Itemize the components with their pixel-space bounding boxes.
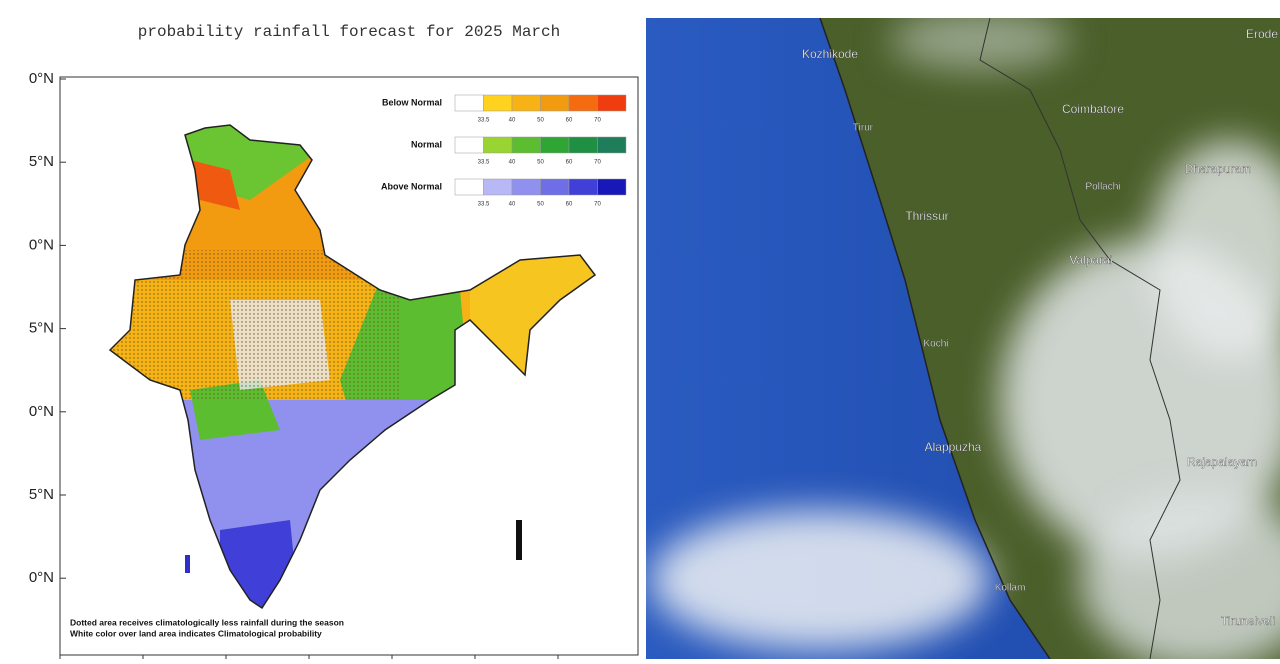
legend-tick: 60 (566, 202, 573, 208)
clouds (650, 18, 1280, 659)
legend-swatch (483, 136, 513, 154)
place-label: Kozhikode (802, 47, 858, 61)
lat-label: 0°N (29, 403, 54, 420)
legend-swatch (540, 178, 570, 196)
place-label: Dharapuram (1185, 162, 1252, 176)
legend-swatch (483, 178, 513, 196)
islands (516, 520, 522, 560)
legend-swatch (540, 94, 570, 112)
legend-tick: 70 (594, 160, 601, 166)
legend-tick: 33.5 (478, 202, 490, 208)
place-label: Pollachi (1085, 182, 1120, 193)
place-label: Erode (1246, 27, 1278, 41)
map-note: White color over land area indicates Cli… (70, 628, 322, 638)
legend-swatch (568, 178, 598, 196)
legend-tick: 70 (594, 202, 601, 208)
lat-label: 0°N (29, 236, 54, 253)
place-label: Alappuzha (925, 440, 982, 454)
legend-swatch (597, 136, 627, 154)
legend-swatch (483, 94, 513, 112)
legend-tick: 60 (566, 160, 573, 166)
india-outline (108, 124, 597, 610)
lat-label: 0°N (29, 569, 54, 586)
legend-swatch (454, 136, 484, 154)
lat-label: 5°N (29, 320, 54, 337)
legend-tick: 50 (537, 202, 544, 208)
coastline (819, 18, 1051, 659)
legend-swatch (597, 178, 627, 196)
legend-label: Above Normal (381, 181, 442, 191)
legend-tick: 50 (537, 118, 544, 124)
place-label: Rajapalayam (1187, 455, 1257, 469)
legend-swatch (568, 136, 598, 154)
legend-tick: 70 (594, 118, 601, 124)
legend-swatch (540, 136, 570, 154)
legend-tick: 40 (509, 160, 516, 166)
legend-label: Below Normal (382, 97, 442, 107)
legend-swatch (454, 178, 484, 196)
map-title: probability rainfall forecast for 2025 M… (138, 23, 560, 41)
legend-tick: 60 (566, 118, 573, 124)
place-label: Tirunelveli (1221, 614, 1275, 628)
legend-swatch (454, 94, 484, 112)
islands (185, 555, 190, 573)
legend-tick: 33.5 (478, 160, 490, 166)
place-label: Tirur (853, 123, 874, 134)
lat-label: 5°N (29, 153, 54, 170)
legend-tick: 50 (537, 160, 544, 166)
map-note: Dotted area receives climatologically le… (70, 617, 344, 627)
legend-label: Normal (411, 139, 442, 149)
forecast-panel (59, 76, 639, 656)
legend-swatch (597, 94, 627, 112)
place-label: Valparai (1069, 253, 1112, 267)
satellite-panel (646, 18, 1280, 659)
legend-tick: 40 (509, 118, 516, 124)
place-label: Kochi (923, 339, 948, 350)
legend-swatch (511, 94, 541, 112)
legend-swatch (568, 94, 598, 112)
state-border (979, 18, 1181, 659)
place-label: Kollam (995, 583, 1026, 594)
legend-swatch (511, 178, 541, 196)
lat-label: 5°N (29, 486, 54, 503)
legend-swatch (511, 136, 541, 154)
place-label: Coimbatore (1062, 102, 1124, 116)
legend-tick: 33.5 (478, 118, 490, 124)
legend-tick: 40 (509, 202, 516, 208)
lat-label: 0°N (29, 70, 54, 87)
place-label: Thrissur (905, 209, 948, 223)
